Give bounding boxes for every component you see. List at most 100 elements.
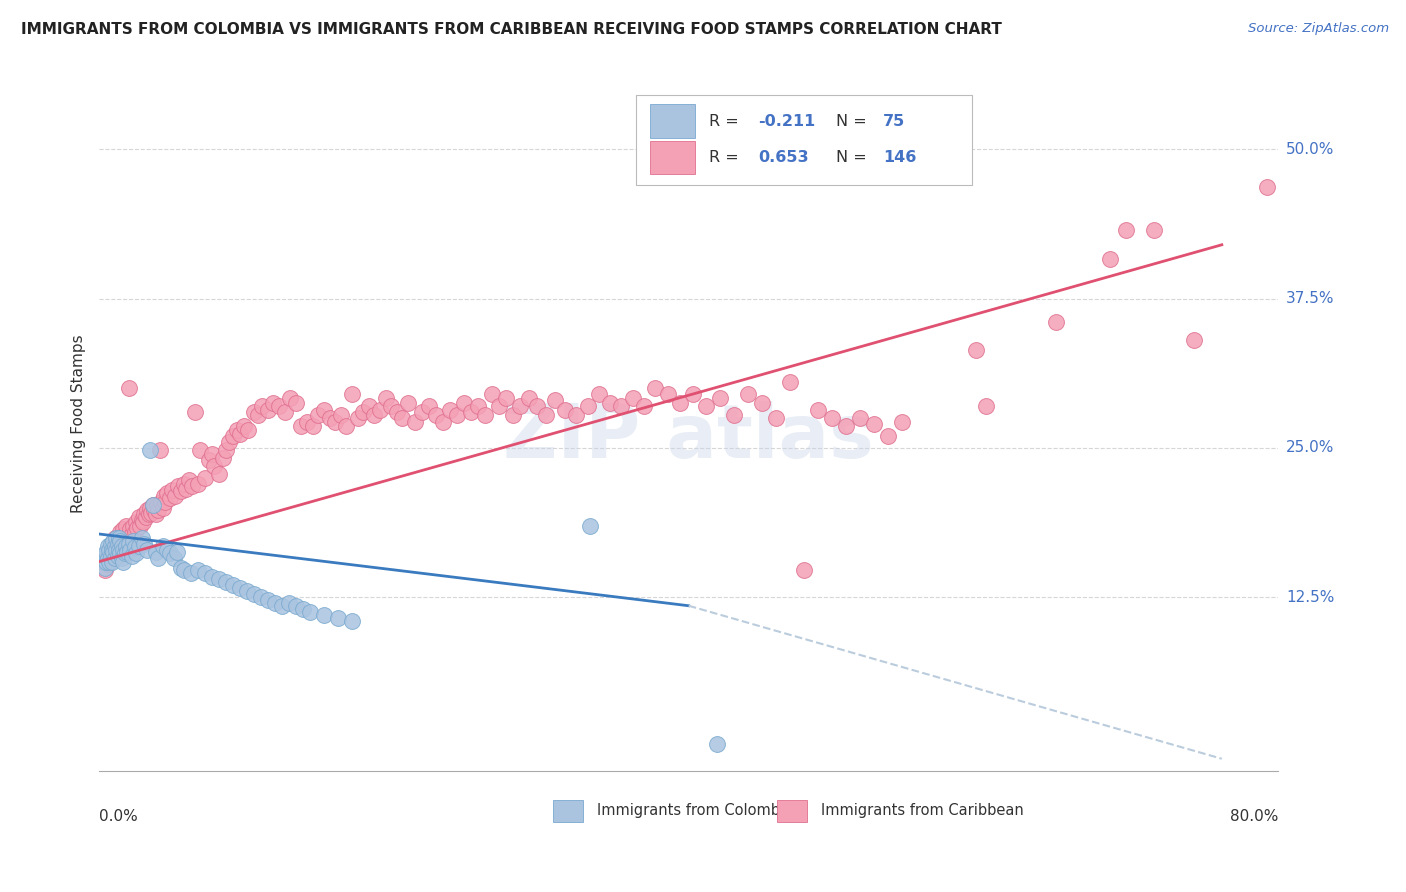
Text: 37.5%: 37.5% bbox=[1286, 291, 1334, 306]
Point bbox=[156, 486, 179, 500]
Point bbox=[94, 560, 117, 574]
Point bbox=[974, 399, 997, 413]
Point bbox=[737, 387, 759, 401]
Point bbox=[576, 399, 599, 413]
Point bbox=[117, 531, 139, 545]
Point bbox=[404, 415, 426, 429]
Point bbox=[295, 415, 318, 429]
Point bbox=[104, 550, 127, 565]
Point bbox=[121, 527, 143, 541]
Point bbox=[120, 522, 142, 536]
Point bbox=[96, 545, 118, 559]
Point bbox=[128, 510, 150, 524]
Point bbox=[184, 405, 207, 419]
Point bbox=[242, 587, 264, 601]
Point bbox=[94, 549, 117, 563]
Point bbox=[100, 545, 122, 559]
Point bbox=[751, 395, 773, 409]
Point bbox=[112, 522, 135, 536]
Point bbox=[101, 555, 124, 569]
Point bbox=[526, 399, 548, 413]
Point bbox=[187, 563, 209, 577]
Point bbox=[229, 426, 252, 441]
Point bbox=[657, 387, 679, 401]
Point bbox=[669, 395, 692, 409]
Point bbox=[101, 536, 124, 550]
Point bbox=[98, 542, 121, 557]
Point bbox=[148, 503, 170, 517]
Text: ZIP atlas: ZIP atlas bbox=[503, 401, 875, 475]
Point bbox=[481, 387, 503, 401]
Point bbox=[242, 405, 264, 419]
Point bbox=[236, 423, 259, 437]
Point bbox=[201, 447, 224, 461]
Text: N =: N = bbox=[837, 150, 872, 165]
Point bbox=[565, 408, 588, 422]
Point bbox=[250, 399, 273, 413]
Point bbox=[439, 402, 461, 417]
Point bbox=[256, 402, 278, 417]
Point bbox=[709, 391, 731, 405]
Point bbox=[890, 415, 912, 429]
Point bbox=[103, 534, 125, 549]
Point bbox=[128, 539, 150, 553]
Point bbox=[153, 489, 176, 503]
Point bbox=[110, 524, 132, 539]
Point bbox=[212, 450, 235, 465]
Point bbox=[103, 539, 125, 553]
Point bbox=[249, 591, 271, 605]
Point bbox=[340, 615, 363, 629]
Text: 0.0%: 0.0% bbox=[100, 809, 138, 824]
Point bbox=[110, 534, 132, 549]
Point bbox=[1256, 180, 1278, 194]
Point bbox=[152, 539, 174, 553]
Text: 75: 75 bbox=[883, 113, 905, 128]
Text: Immigrants from Caribbean: Immigrants from Caribbean bbox=[821, 804, 1024, 819]
Point bbox=[139, 443, 162, 458]
Point bbox=[110, 546, 132, 560]
Point bbox=[340, 387, 363, 401]
Point bbox=[145, 545, 167, 559]
Point bbox=[1115, 223, 1137, 237]
Point bbox=[141, 506, 163, 520]
Point bbox=[96, 550, 118, 565]
Point bbox=[222, 429, 245, 443]
Point bbox=[181, 479, 204, 493]
Point bbox=[118, 536, 141, 550]
Point bbox=[357, 399, 380, 413]
Point bbox=[107, 539, 129, 553]
Point bbox=[599, 395, 621, 409]
Point bbox=[111, 529, 134, 543]
Point bbox=[267, 399, 290, 413]
Point bbox=[198, 453, 221, 467]
Point bbox=[121, 549, 143, 563]
Point bbox=[517, 391, 540, 405]
Text: IMMIGRANTS FROM COLOMBIA VS IMMIGRANTS FROM CARIBBEAN RECEIVING FOOD STAMPS CORR: IMMIGRANTS FROM COLOMBIA VS IMMIGRANTS F… bbox=[21, 22, 1002, 37]
Point bbox=[863, 417, 886, 431]
Point bbox=[179, 473, 201, 487]
Point bbox=[111, 550, 134, 565]
Point bbox=[263, 596, 285, 610]
Point bbox=[368, 402, 391, 417]
Point bbox=[695, 399, 717, 413]
Point bbox=[312, 402, 335, 417]
Point bbox=[453, 395, 475, 409]
Point bbox=[235, 584, 257, 599]
FancyBboxPatch shape bbox=[636, 95, 972, 185]
Point bbox=[190, 443, 212, 458]
FancyBboxPatch shape bbox=[778, 800, 807, 822]
Point bbox=[104, 539, 127, 553]
Point bbox=[1292, 216, 1315, 230]
Point bbox=[502, 408, 524, 422]
Point bbox=[363, 408, 385, 422]
Point bbox=[432, 415, 454, 429]
Point bbox=[706, 738, 728, 752]
Point bbox=[104, 531, 127, 545]
Point bbox=[155, 495, 177, 509]
Point bbox=[312, 608, 335, 623]
Point bbox=[149, 443, 172, 458]
Point bbox=[326, 610, 349, 624]
Point bbox=[114, 527, 136, 541]
Point bbox=[143, 503, 166, 517]
Point bbox=[94, 563, 117, 577]
